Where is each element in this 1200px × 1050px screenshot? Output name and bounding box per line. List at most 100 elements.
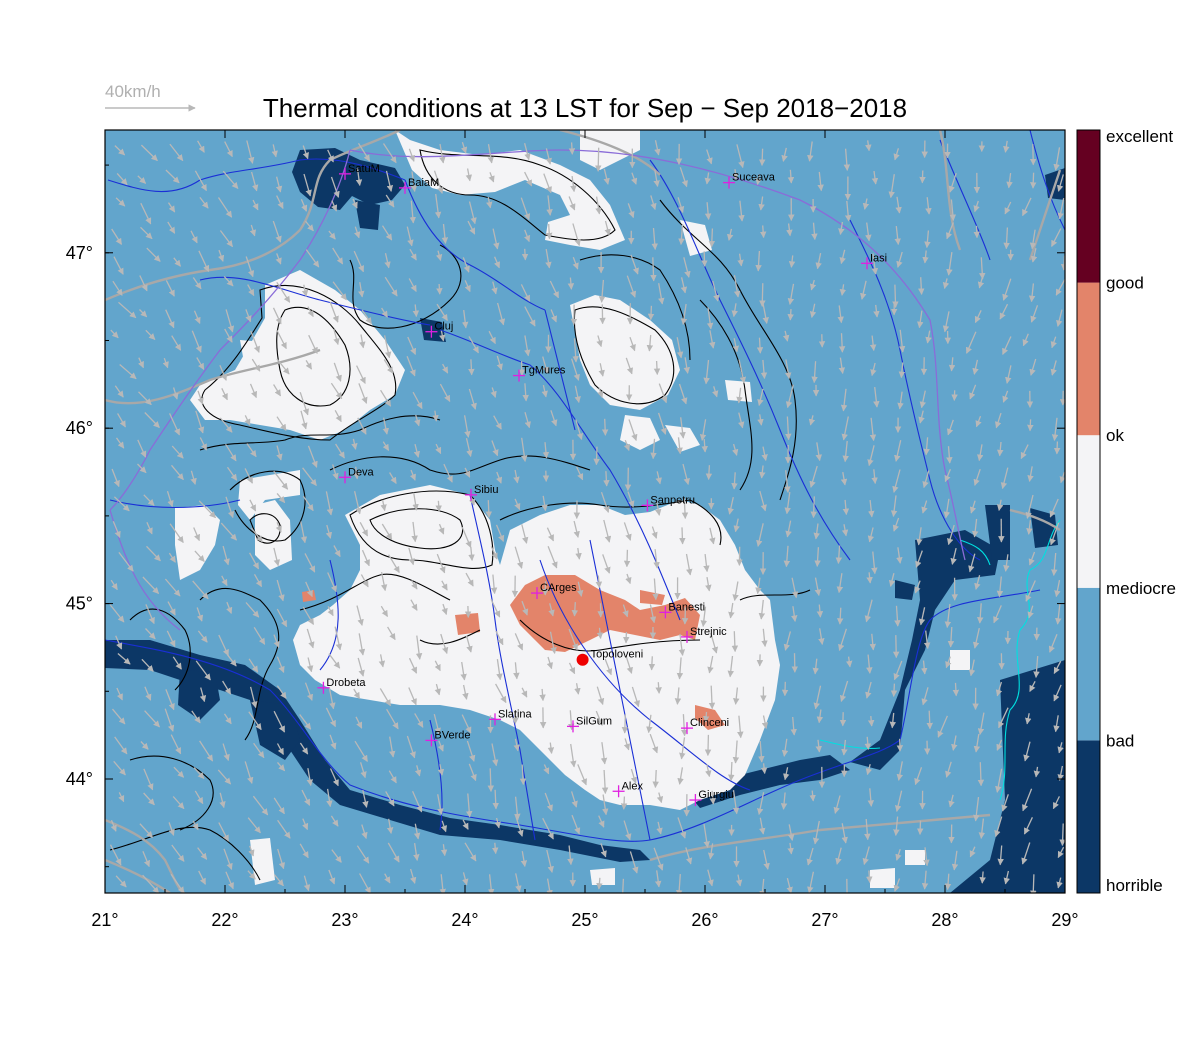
wind-arrow (173, 257, 182, 267)
wind-arrow (759, 817, 766, 835)
wind-arrow (248, 845, 255, 857)
wind-arrow (944, 468, 952, 483)
wind-arrow (890, 495, 898, 518)
wind-arrow (602, 554, 611, 574)
wind-arrow (1029, 680, 1036, 692)
wind-arrow (276, 445, 283, 461)
wind-arrow (221, 575, 228, 587)
wind-arrow (842, 440, 849, 463)
wind-arrow (979, 257, 986, 280)
wind-arrow (112, 280, 123, 296)
wind-arrow (680, 277, 688, 294)
wind-arrow (273, 384, 282, 397)
wind-arrow (625, 655, 633, 674)
wind-arrow (461, 714, 472, 734)
wind-arrow (731, 303, 738, 318)
wind-arrow (678, 383, 688, 405)
wind-arrow (245, 256, 255, 278)
wind-arrow (109, 604, 125, 623)
city-marker[interactable]: BaiaM (399, 177, 439, 194)
wind-arrow (626, 275, 637, 298)
wind-arrow (144, 412, 160, 428)
wind-arrow (783, 767, 790, 781)
wind-arrow (1053, 660, 1062, 674)
wind-arrow (523, 143, 531, 161)
city-marker[interactable]: Alex (612, 780, 644, 798)
wind-arrow (1051, 552, 1058, 576)
city-marker[interactable]: Sibiu (465, 484, 498, 501)
wind-arrow (172, 387, 179, 400)
wind-arrow (304, 682, 314, 701)
city-marker[interactable]: Giurgiu (689, 789, 734, 807)
wind-arrow (111, 228, 123, 245)
wind-arrow (914, 767, 923, 786)
wind-arrow (603, 168, 610, 185)
wind-arrow (353, 491, 362, 515)
city-marker[interactable]: Cluj (425, 321, 453, 338)
wind-arrow (193, 310, 201, 324)
wind-arrow (840, 388, 848, 412)
wind-arrow (191, 710, 201, 724)
wind-arrow (275, 176, 283, 193)
wind-arrow (244, 468, 253, 484)
wind-arrow (542, 442, 550, 459)
wind-arrow (116, 172, 128, 186)
wind-arrow (329, 734, 337, 750)
wind-arrow (305, 249, 320, 268)
city-marker[interactable]: TgMures (513, 365, 566, 382)
wind-arrow (703, 554, 710, 573)
wind-arrow (548, 603, 555, 617)
wind-arrow (190, 230, 198, 244)
wind-arrow (1022, 333, 1029, 347)
wind-arrow (115, 437, 125, 449)
wind-arrow (997, 441, 1004, 457)
wind-arrow (600, 742, 608, 765)
wind-arrow (140, 741, 149, 750)
wind-arrow (951, 735, 958, 751)
city-marker[interactable]: Suceava (723, 172, 776, 189)
wind-arrow (496, 659, 503, 681)
wind-arrow (997, 845, 1004, 866)
city-marker[interactable]: BVerde (425, 729, 470, 747)
wind-arrow (440, 820, 448, 833)
topoloveni-marker[interactable] (576, 653, 589, 666)
city-marker[interactable]: Banesti (659, 601, 705, 619)
wind-arrow (1030, 305, 1039, 323)
wind-arrow (521, 524, 529, 544)
wind-arrow (217, 249, 225, 262)
wind-arrow (359, 873, 371, 893)
city-marker[interactable]: Clinceni (681, 717, 729, 735)
wind-arrow (620, 796, 628, 810)
city-marker[interactable]: SatuM (339, 163, 380, 180)
wind-arrow (358, 282, 365, 298)
wind-arrow (595, 575, 603, 589)
wind-arrow (816, 604, 824, 618)
city-marker[interactable]: SilGum (567, 715, 612, 733)
wind-arrow (495, 471, 503, 484)
x-tick-label: 22° (211, 910, 238, 930)
wind-arrow (1030, 248, 1038, 263)
wind-arrow (1002, 336, 1012, 355)
wind-arrow (838, 357, 846, 375)
city-marker[interactable]: Iasi (861, 252, 887, 270)
wind-arrow (224, 141, 233, 158)
wind-arrow (1033, 766, 1041, 778)
wind-arrow (731, 472, 738, 490)
city-marker[interactable]: Drobeta (317, 677, 366, 694)
wind-arrow (247, 284, 255, 297)
city-marker[interactable]: Sanpetru (641, 494, 695, 512)
city-marker[interactable]: Slatina (489, 708, 533, 726)
wind-arrow (923, 630, 931, 650)
wind-arrow (112, 708, 126, 725)
wind-arrow (1051, 228, 1062, 247)
wind-arrow (301, 284, 309, 297)
city-marker[interactable]: CArges (531, 582, 577, 600)
city-marker[interactable]: Deva (339, 466, 375, 484)
wind-arrow (544, 792, 553, 812)
wind-arrow (252, 795, 269, 816)
wind-arrow (965, 331, 977, 354)
city-marker[interactable]: Strejnic (681, 626, 727, 643)
wind-arrow (655, 471, 662, 485)
wind-arrow (946, 222, 954, 240)
wind-arrow (327, 605, 334, 617)
